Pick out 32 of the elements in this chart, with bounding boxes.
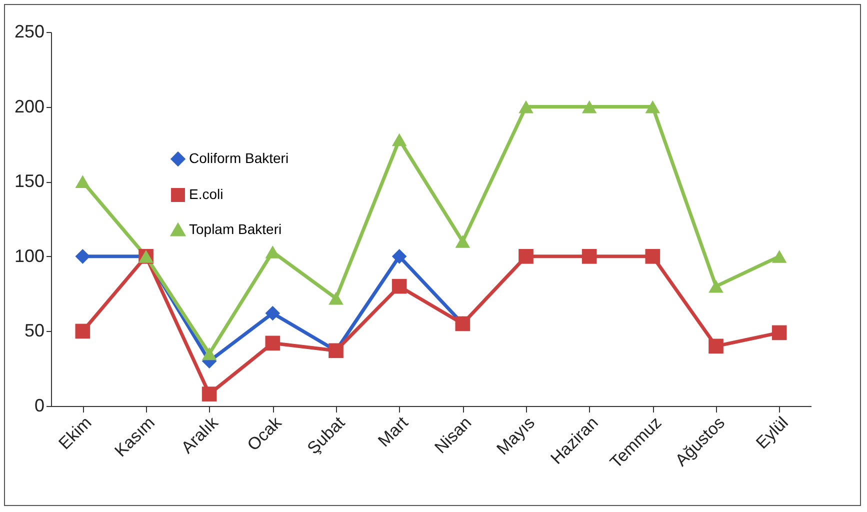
y-tick-label: 0 [34,396,44,416]
point [265,336,280,351]
y-tick-label: 150 [14,171,44,192]
point [75,324,90,339]
point [202,386,217,402]
point [392,248,407,264]
legend-label: Toplam Bakteri [189,221,282,237]
y-tick-label: 250 [14,22,44,42]
y-tick-label: 50 [24,320,44,341]
point [772,250,787,263]
point [202,347,217,360]
point [392,278,407,294]
point [392,133,407,146]
point [645,248,660,264]
legend-label: E.coli [189,186,224,202]
point [75,248,90,264]
legend-label: Coliform Bakteri [189,150,289,166]
point [582,100,597,114]
point [455,235,470,248]
point [265,306,280,321]
point [518,248,534,264]
point [708,338,724,354]
y-tick-label: 100 [14,246,44,266]
point [772,325,787,340]
y-tick-label: 200 [14,96,44,116]
point [328,292,344,305]
point [518,100,534,114]
point [582,248,597,264]
point [645,100,660,114]
point [75,175,90,188]
point [708,280,724,293]
point [265,245,280,258]
